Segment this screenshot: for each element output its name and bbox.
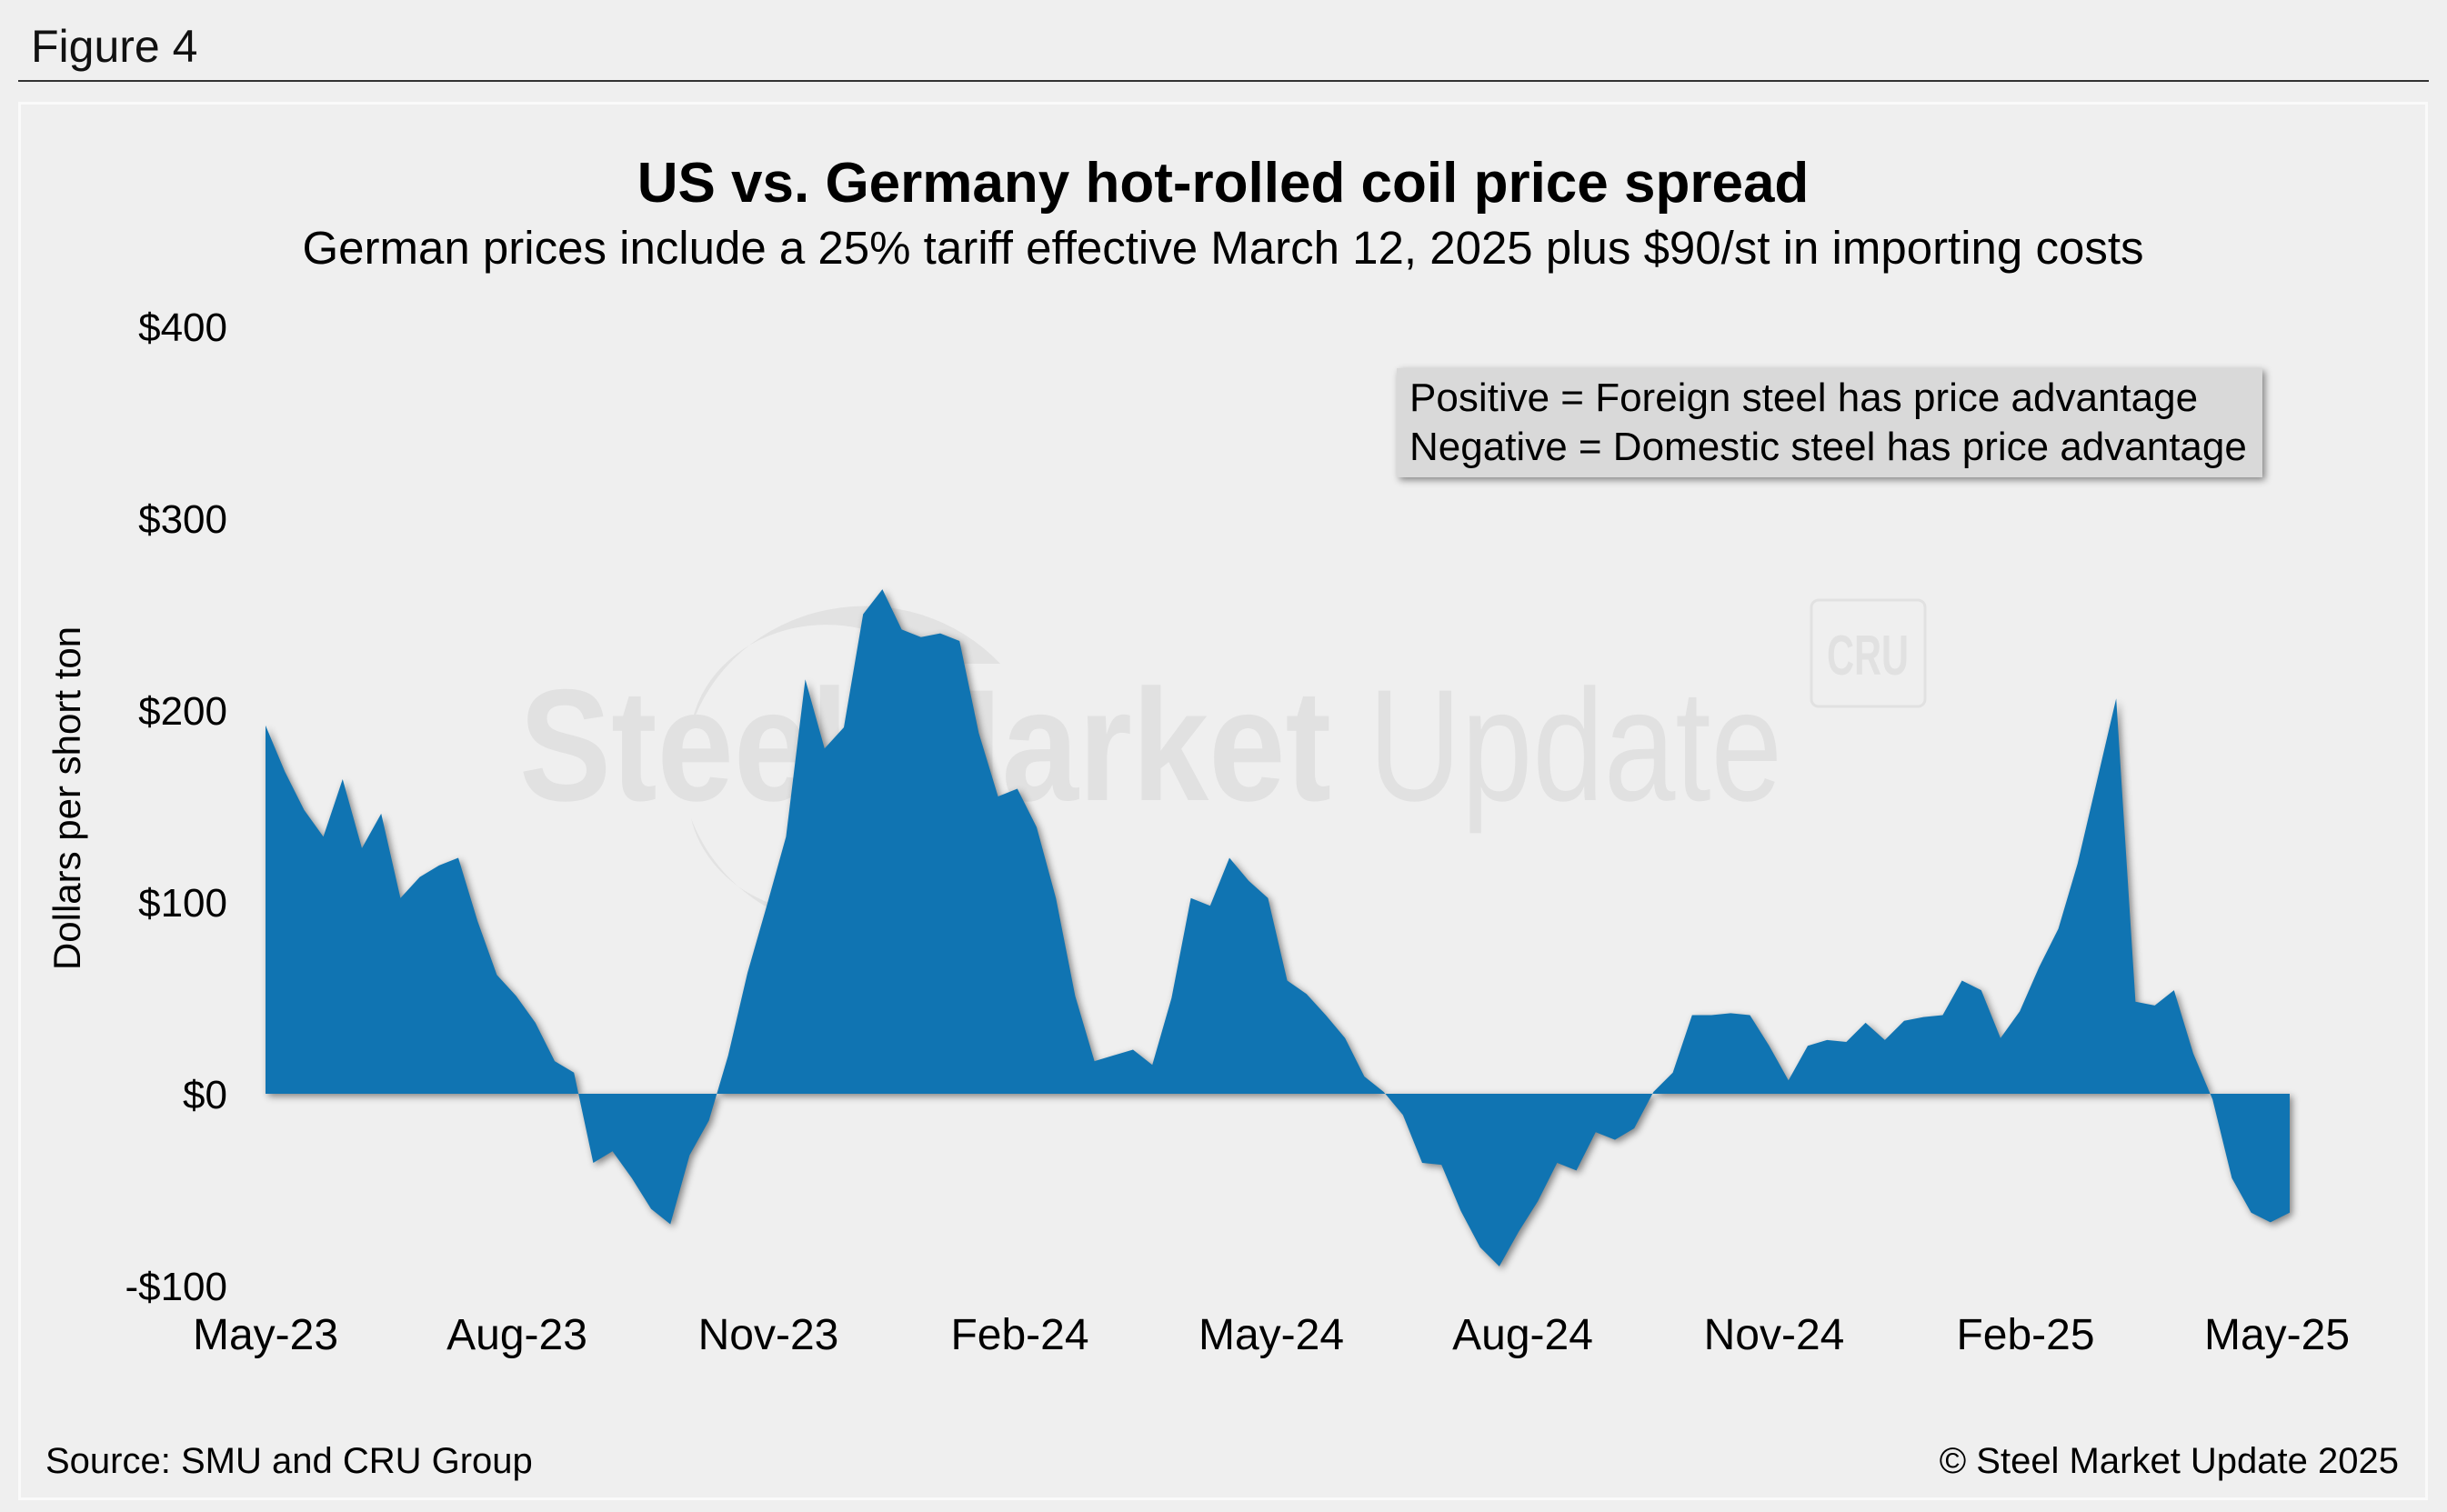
y-tick-label: $100 — [138, 881, 227, 926]
y-tick-label: $200 — [138, 689, 227, 734]
figure-label: Figure 4 — [31, 21, 198, 72]
chart-panel — [18, 102, 2428, 1500]
cru-logo-box — [1810, 598, 1927, 708]
x-tick-label: May-24 — [1198, 1311, 1344, 1359]
legend-line-negative: Negative = Domestic steel has price adva… — [1409, 425, 2247, 469]
watermark-brand-light: Update — [1369, 657, 1782, 835]
legend-box — [1397, 368, 2262, 477]
x-tick-label: Nov-24 — [1704, 1311, 1845, 1359]
source-note: Source: SMU and CRU Group — [45, 1441, 533, 1481]
x-tick-label: Aug-24 — [1452, 1311, 1593, 1359]
x-tick-label: Feb-25 — [1956, 1311, 2094, 1359]
x-tick-label: Feb-24 — [950, 1311, 1088, 1359]
y-tick-label: $400 — [138, 305, 227, 350]
y-tick-label: $0 — [183, 1073, 227, 1117]
y-axis-label: Dollars per short ton — [45, 626, 88, 970]
cru-logo-text: CRU — [1827, 625, 1909, 687]
x-tick-label: May-23 — [193, 1311, 338, 1359]
legend-line-positive: Positive = Foreign steel has price advan… — [1409, 375, 2198, 420]
chart-title: US vs. Germany hot-rolled coil price spr… — [637, 152, 1810, 215]
watermark-swoosh-icon — [691, 606, 1000, 934]
chart-subtitle: German prices include a 25% tariff effec… — [303, 222, 2144, 274]
figure-divider — [18, 80, 2429, 82]
x-tick-label: Aug-23 — [446, 1311, 587, 1359]
x-tick-label: Nov-23 — [698, 1311, 839, 1359]
y-tick-label: -$100 — [125, 1265, 227, 1309]
x-tick-label: May-25 — [2204, 1311, 2350, 1359]
copyright-note: © Steel Market Update 2025 — [1940, 1441, 2399, 1481]
y-axis-ticks: $400 $300 $200 $100 $0 -$100 — [125, 305, 227, 1309]
y-tick-label: $300 — [138, 497, 227, 542]
x-axis-ticks: May-23 Aug-23 Nov-23 Feb-24 May-24 Aug-24 Nov-… — [193, 1311, 2350, 1359]
